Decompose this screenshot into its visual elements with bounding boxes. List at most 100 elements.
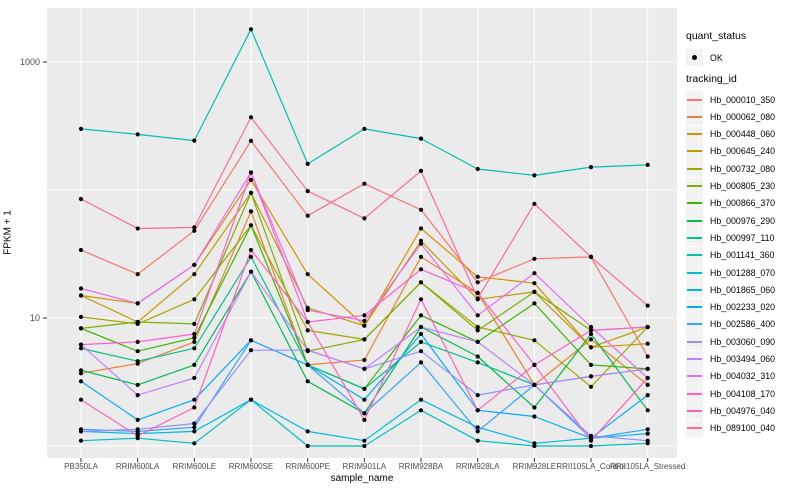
y-axis-title: FPKM + 1	[2, 210, 14, 255]
data-point	[532, 338, 537, 343]
legend-item-Hb_001865_060: Hb_001865_060	[686, 281, 800, 299]
series-color-line-icon	[687, 358, 702, 360]
data-point	[78, 196, 84, 202]
series-color-line-icon	[687, 340, 702, 343]
legend-item-Hb_004108_170: Hb_004108_170	[686, 385, 800, 403]
data-point	[192, 405, 197, 410]
data-point	[135, 272, 140, 277]
data-point	[78, 429, 84, 434]
data-point	[135, 132, 140, 137]
data-point	[418, 297, 424, 302]
data-point	[475, 313, 480, 318]
data-point	[645, 354, 650, 359]
legend-item-Hb_002586_400: Hb_002586_400	[686, 315, 800, 333]
data-point	[532, 173, 537, 178]
data-point	[418, 331, 424, 337]
data-point	[588, 433, 594, 438]
data-point	[645, 162, 650, 167]
data-point	[532, 281, 537, 286]
data-point	[192, 225, 197, 230]
data-point	[192, 335, 197, 340]
data-point	[645, 366, 650, 371]
x-tick-label: RRII105LA_Stressed	[610, 462, 686, 471]
data-point	[418, 241, 424, 246]
data-point	[305, 213, 310, 218]
legend-item-label: Hb_001141_360	[710, 250, 775, 261]
data-point	[78, 342, 84, 347]
legend-item-label: Hb_004032_310	[710, 371, 776, 382]
line-swatch-icon	[686, 298, 703, 316]
legend-item-Hb_000976_290: Hb_000976_290	[686, 212, 800, 230]
data-point	[532, 201, 537, 206]
data-point	[475, 354, 480, 359]
series-color-line-icon	[687, 271, 702, 274]
series-color-line-icon	[687, 427, 702, 430]
data-point	[418, 408, 424, 413]
data-point	[418, 207, 424, 212]
line-swatch-icon	[686, 315, 703, 333]
data-point	[418, 226, 424, 231]
legend-item-Hb_004976_040: Hb_004976_040	[686, 402, 800, 420]
data-point	[362, 366, 367, 371]
data-point	[78, 438, 84, 443]
series-color-line-icon	[687, 150, 702, 153]
data-point	[135, 349, 140, 354]
data-point	[645, 375, 650, 381]
data-point	[532, 382, 537, 387]
data-point	[192, 362, 197, 367]
x-tick-label: RRIM928LE	[512, 462, 557, 471]
data-point	[78, 326, 84, 331]
data-point	[475, 296, 480, 301]
legend-item-label: Hb_000997_110	[710, 232, 775, 243]
data-point	[135, 339, 140, 344]
data-point	[248, 223, 254, 228]
data-point	[78, 314, 84, 319]
y-tick-label: 1000	[19, 57, 40, 67]
data-point	[475, 393, 480, 398]
data-point	[475, 166, 480, 172]
legend-item-label: Hb_000645_240	[710, 146, 776, 157]
data-point	[192, 321, 197, 326]
data-point	[475, 280, 480, 285]
data-point	[532, 441, 537, 446]
data-point	[248, 115, 254, 120]
data-point	[78, 247, 84, 253]
data-point	[588, 165, 594, 170]
legend-item-Hb_000010_350: Hb_000010_350	[686, 91, 800, 108]
data-point	[362, 357, 367, 363]
data-point	[475, 290, 480, 295]
data-point	[418, 136, 424, 141]
data-point	[475, 328, 480, 333]
legend-item-Hb_089100_040: Hb_089100_040	[686, 419, 800, 437]
line-swatch-icon	[686, 108, 703, 126]
data-point	[192, 262, 197, 267]
data-point	[362, 126, 367, 131]
legend-item-Hb_000448_060: Hb_000448_060	[686, 125, 800, 143]
data-point	[78, 346, 84, 351]
data-point	[135, 433, 140, 438]
data-point	[475, 339, 480, 344]
legend-item-label: Hb_003060_090	[710, 336, 776, 347]
legend-item-label: Hb_000866_370	[710, 198, 776, 209]
data-point	[532, 256, 537, 261]
data-point	[418, 339, 424, 344]
line-swatch-icon	[686, 333, 703, 351]
data-point	[418, 267, 424, 272]
series-color-line-icon	[687, 167, 702, 170]
x-axis-title: sample_name	[330, 473, 394, 484]
data-point	[248, 27, 254, 32]
data-point	[362, 417, 367, 422]
series-color-line-icon	[687, 409, 702, 412]
legend-item-quant-status: OK	[686, 49, 800, 66]
line-swatch-icon	[686, 91, 703, 108]
legend-item-label: Hb_000805_230	[710, 181, 776, 191]
legend-item-Hb_003494_060: Hb_003494_060	[686, 350, 800, 368]
data-point	[305, 362, 310, 367]
legend-title-quant-status: quant_status	[686, 30, 747, 42]
data-point	[305, 429, 310, 434]
series-color-line-icon	[687, 323, 702, 326]
line-swatch-icon	[686, 246, 703, 264]
data-point	[645, 393, 650, 398]
data-point	[588, 337, 594, 342]
line-swatch-icon	[686, 350, 703, 368]
